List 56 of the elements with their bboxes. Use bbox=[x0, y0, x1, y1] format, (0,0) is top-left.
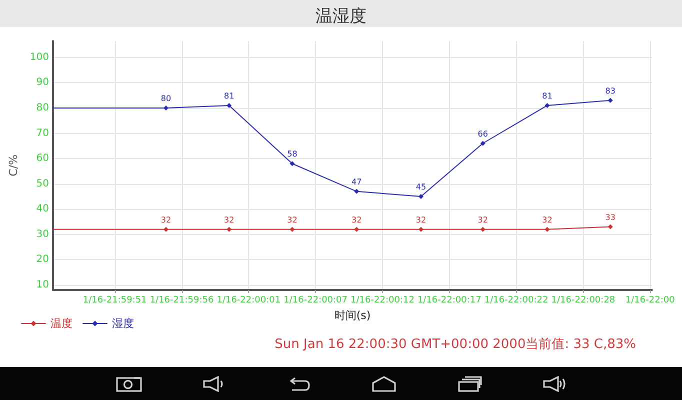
point bbox=[354, 188, 360, 194]
data-label: 58 bbox=[287, 150, 298, 159]
data-label: 66 bbox=[478, 129, 488, 138]
point bbox=[608, 98, 613, 103]
x-tick-label: 1/16-22:00:01 bbox=[216, 296, 281, 306]
point bbox=[544, 102, 550, 108]
x-tick-label: 1/16-22:00 bbox=[625, 296, 676, 306]
point bbox=[354, 226, 360, 232]
x-axis-title: 时间(s) bbox=[334, 309, 371, 322]
y-tick-label: 30 bbox=[36, 228, 49, 240]
data-label: 47 bbox=[352, 177, 362, 186]
data-label: 81 bbox=[542, 91, 552, 100]
point bbox=[290, 161, 295, 166]
data-label: 83 bbox=[605, 86, 616, 96]
y-tick-label: 20 bbox=[36, 254, 49, 266]
chart-title: 温湿度 bbox=[316, 6, 366, 26]
data-label: 32 bbox=[160, 215, 172, 224]
point bbox=[163, 226, 168, 232]
text: Sun Jan 16 22:00:30 GMT+00:00 2000当前值: 33 C,83% bbox=[274, 337, 636, 352]
legend-label: 湿度 bbox=[112, 317, 134, 330]
data-label: 81 bbox=[224, 91, 234, 100]
y-tick-label: 70 bbox=[36, 128, 49, 139]
y-tick-label: 60 bbox=[36, 153, 49, 164]
x-tick-label: 1/16-21:59:51 bbox=[82, 296, 147, 306]
data-label: 32 bbox=[542, 215, 552, 224]
data-label: 32 bbox=[416, 215, 426, 224]
data-label: 33 bbox=[605, 212, 616, 222]
legend-label: 温度 bbox=[50, 317, 72, 330]
y-tick-label: 10 bbox=[36, 279, 49, 290]
point bbox=[226, 226, 232, 232]
x-tick-label: 1/16-22:00:17 bbox=[417, 296, 482, 306]
data-label: 32 bbox=[478, 215, 488, 224]
data-label: 32 bbox=[287, 215, 298, 224]
x-tick-label: 1/16-22:00:12 bbox=[350, 296, 414, 306]
point bbox=[544, 226, 550, 232]
x-tick-label: 1/16-22:00:07 bbox=[284, 296, 348, 306]
point bbox=[290, 226, 295, 232]
y-tick-label: 50 bbox=[36, 178, 49, 190]
y-tick-label: 100 bbox=[30, 52, 49, 63]
point bbox=[226, 102, 232, 108]
point bbox=[608, 224, 613, 230]
y-axis-title: C/% bbox=[7, 154, 20, 176]
data-label: 80 bbox=[160, 94, 172, 103]
y-tick-label: 80 bbox=[36, 102, 49, 114]
data-label: 32 bbox=[224, 215, 234, 224]
y-tick-label: 90 bbox=[36, 77, 49, 88]
y-tick-label: 40 bbox=[36, 204, 49, 215]
point bbox=[480, 140, 486, 146]
x-tick-label: 1/16-21:59:56 bbox=[150, 296, 214, 306]
data-label: 45 bbox=[416, 182, 426, 192]
point bbox=[418, 226, 424, 232]
x-tick-label: 1/16-22:00:28 bbox=[551, 296, 616, 306]
point bbox=[480, 226, 486, 232]
x-tick-label: 1/16-22:00:22 bbox=[484, 296, 548, 306]
data-label: 32 bbox=[352, 215, 362, 224]
point bbox=[418, 194, 424, 199]
